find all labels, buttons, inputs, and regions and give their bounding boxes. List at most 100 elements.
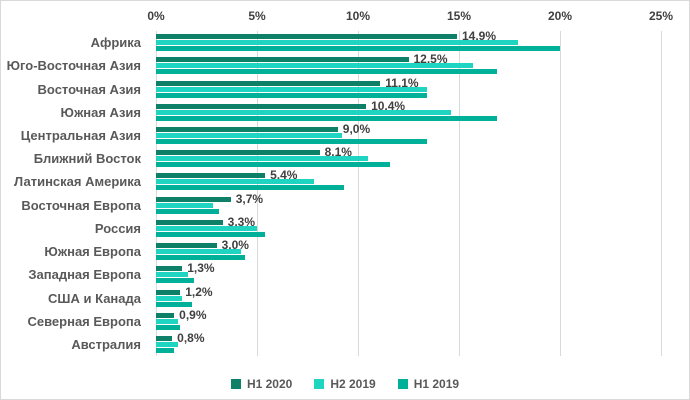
category-label: Южная Азия: [60, 104, 142, 120]
bar-h1-2020: [156, 312, 175, 318]
category-label: Восточная Европа: [21, 197, 141, 213]
bar-h1-2020: [156, 103, 367, 109]
bar-group: 12,5%: [156, 52, 661, 77]
data-label: 5,4%: [270, 168, 298, 183]
data-label: 3,3%: [227, 214, 256, 229]
bar-h2-2019: [156, 132, 342, 138]
bar-h1-2020: [156, 80, 381, 86]
bar-h2-2019: [156, 179, 314, 185]
bar-group: 14,9%: [156, 29, 661, 54]
bar-group: 11,1%: [156, 77, 661, 100]
bar-group: 3,0%: [156, 238, 661, 263]
bar-h1-2019: [156, 46, 560, 52]
data-label: 3,0%: [221, 238, 249, 253]
bar-h2-2019: [156, 295, 183, 301]
category-label: Латинская Америка: [14, 174, 141, 190]
category-label: Россия: [94, 220, 141, 236]
x-axis-tick-label: 15%: [446, 9, 472, 23]
bar-h1-2020: [156, 243, 217, 249]
bar-group: 8,1%: [156, 145, 661, 170]
data-label: 11,1%: [385, 75, 419, 90]
legend-item: H1 2019: [397, 377, 460, 391]
data-label: 10,4%: [371, 98, 406, 113]
bar-h1-2020: [156, 335, 173, 341]
gridline: [358, 31, 359, 356]
bar-group: 0,9%: [156, 307, 661, 333]
bar-h2-2019: [156, 318, 179, 324]
legend-label: H2 2019: [330, 377, 376, 391]
data-label: 1,2%: [185, 284, 213, 299]
legend-item: H1 2020: [230, 377, 293, 391]
bar-group: 5,4%: [156, 168, 661, 193]
data-label: 12,5%: [413, 52, 448, 67]
bar-h2-2019: [156, 86, 427, 92]
data-label: 0,9%: [179, 307, 207, 322]
category-label: Восточная Азия: [37, 81, 141, 97]
bar-h1-2020: [156, 289, 181, 295]
bar-h1-2019: [156, 185, 344, 191]
legend-item: H2 2019: [314, 377, 376, 391]
data-label: 0,8%: [177, 330, 205, 345]
category-label: Африка: [90, 35, 141, 51]
x-axis-tick-label: 10%: [345, 9, 371, 23]
bar-h1-2019: [156, 255, 245, 261]
bar-h1-2019: [156, 231, 266, 237]
legend-label: H1 2019: [413, 377, 460, 391]
data-label: 9,0%: [342, 121, 371, 136]
bar-group: 1,3%: [156, 261, 661, 286]
x-axis-tick-label: 5%: [248, 9, 266, 23]
bar-group: 10,4%: [156, 98, 661, 124]
bar-group: 3,3%: [156, 214, 661, 240]
bar-group: 3,7%: [156, 191, 661, 217]
bar-h1-2020: [156, 266, 183, 272]
bar-h2-2019: [156, 249, 241, 255]
category-label: Ближний Восток: [33, 151, 141, 167]
bar-h2-2019: [156, 272, 189, 278]
category-label: Австралия: [71, 336, 141, 352]
bar-h1-2019: [156, 347, 175, 353]
bar-h2-2019: [156, 202, 213, 208]
bar-h2-2019: [156, 225, 257, 231]
category-axis: Африка Юго-Восточная Азия Восточная Азия Юж…: [1, 31, 148, 356]
bar-h1-2019: [156, 208, 219, 214]
bar-h1-2019: [156, 301, 193, 307]
x-axis-tick-label: 0%: [147, 9, 165, 23]
bar-h1-2019: [156, 115, 498, 121]
bar-group: 0,8%: [156, 330, 661, 356]
data-label: 3,7%: [235, 191, 264, 206]
bar-h1-2019: [156, 324, 181, 330]
legend-swatch: [314, 379, 325, 389]
bar-group: 1,2%: [156, 286, 661, 309]
bar-h1-2019: [156, 162, 391, 168]
category-label: США и Канада: [48, 290, 141, 306]
bar-h1-2019: [156, 69, 498, 75]
category-label: Южная Европа: [44, 244, 141, 260]
category-label: Северная Европа: [27, 313, 141, 329]
bar-h2-2019: [156, 40, 518, 46]
bar-h1-2019: [156, 92, 427, 98]
gridline: [459, 31, 460, 356]
gridline: [661, 31, 662, 356]
bar-h1-2020: [156, 219, 223, 225]
bar-h1-2020: [156, 173, 266, 179]
data-label: 14,9%: [461, 29, 496, 44]
x-axis-tick-label: 25%: [648, 9, 674, 23]
gridline: [560, 31, 561, 356]
bar-group: 9,0%: [156, 121, 661, 147]
gridline: [257, 31, 258, 356]
bar-h2-2019: [156, 63, 474, 69]
bar-h2-2019: [156, 156, 369, 162]
bar-h1-2020: [156, 34, 457, 40]
category-label: Юго-Восточная Азия: [6, 58, 141, 74]
bar-h1-2020: [156, 150, 320, 156]
bar-h2-2019: [156, 341, 179, 347]
bar-h1-2020: [156, 126, 338, 132]
category-label: Центральная Азия: [20, 127, 141, 143]
bar-h1-2019: [156, 138, 427, 144]
data-label: 1,3%: [187, 261, 215, 276]
legend-label: H1 2020: [246, 377, 293, 391]
bar-h1-2020: [156, 57, 409, 63]
data-label: 8,1%: [324, 145, 352, 160]
bar-h1-2019: [156, 278, 195, 284]
